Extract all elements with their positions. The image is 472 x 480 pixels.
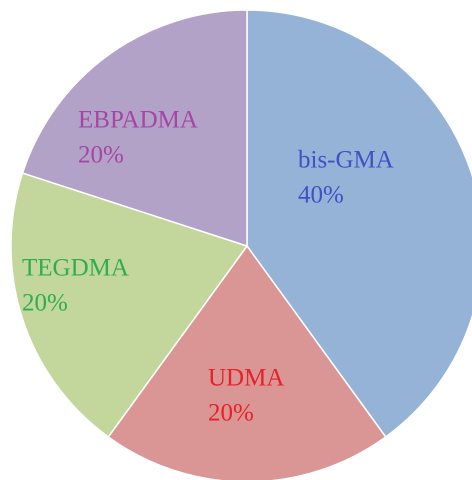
pie-slice [107, 244, 387, 480]
slice-value-label: 40% [298, 182, 344, 209]
pie-slice [10, 172, 249, 438]
slice-category-label: UDMA [208, 365, 284, 392]
slice-category-label: EBPADMA [78, 107, 198, 134]
slice-category-label: bis-GMA [298, 147, 394, 174]
slice-category-label: TEGDMA [22, 255, 129, 282]
slice-value-label: 20% [208, 400, 254, 427]
slice-value-label: 20% [22, 290, 68, 317]
pie-slice [21, 9, 248, 248]
slice-value-label: 20% [78, 142, 124, 169]
pie-slice [246, 9, 472, 438]
